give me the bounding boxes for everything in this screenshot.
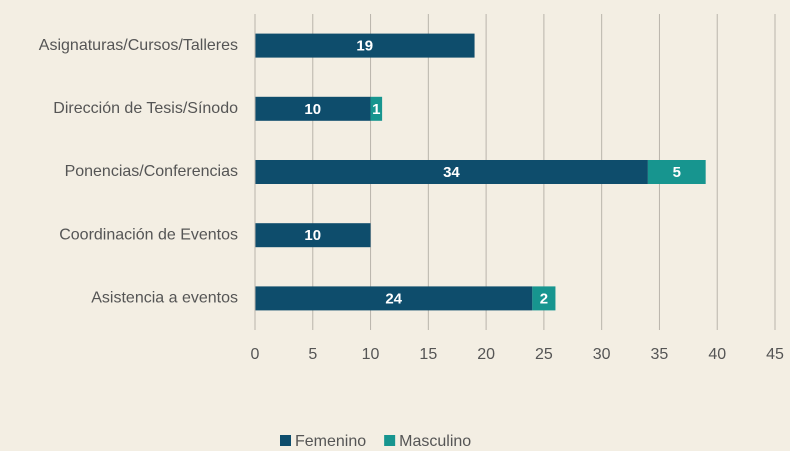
y-tick-label: Asignaturas/Cursos/Talleres [39,37,238,54]
x-tick-label: 20 [477,346,495,363]
x-tick-label: 35 [651,346,669,363]
x-tick-label: 30 [593,346,611,363]
x-tick-label: 5 [308,346,317,363]
bar [255,96,371,121]
x-tick-label: 0 [251,346,260,363]
bar [255,160,648,184]
y-tick-label: Ponencias/Conferencias [65,163,238,180]
x-tick-label: 40 [708,346,726,363]
legend-swatch [280,435,291,446]
legend-swatch [384,435,396,446]
x-tick-label: 15 [419,346,437,363]
data-label: 1 [372,101,380,118]
data-label: 10 [304,227,321,244]
data-label: 24 [385,290,402,307]
data-label: 10 [304,101,321,118]
y-tick-label: Coordinación de Eventos [59,226,238,243]
y-tick-label: Dirección de Tesis/Sínodo [53,100,238,117]
data-label: 19 [356,38,373,55]
bar [255,33,475,58]
x-tick-label: 25 [535,346,553,363]
bar [255,223,371,248]
bar [532,286,556,311]
bar [370,96,383,121]
bar [647,160,706,184]
legend-label: Masculino [399,433,471,450]
x-tick-label: 10 [362,346,380,363]
y-tick-label: Asistencia a eventos [91,290,238,307]
x-tick-label: 45 [766,346,784,363]
data-label: 34 [443,164,460,181]
data-label: 2 [540,290,548,307]
data-label: 5 [673,164,681,181]
bar [255,286,533,311]
legend-label: Femenino [295,433,366,450]
